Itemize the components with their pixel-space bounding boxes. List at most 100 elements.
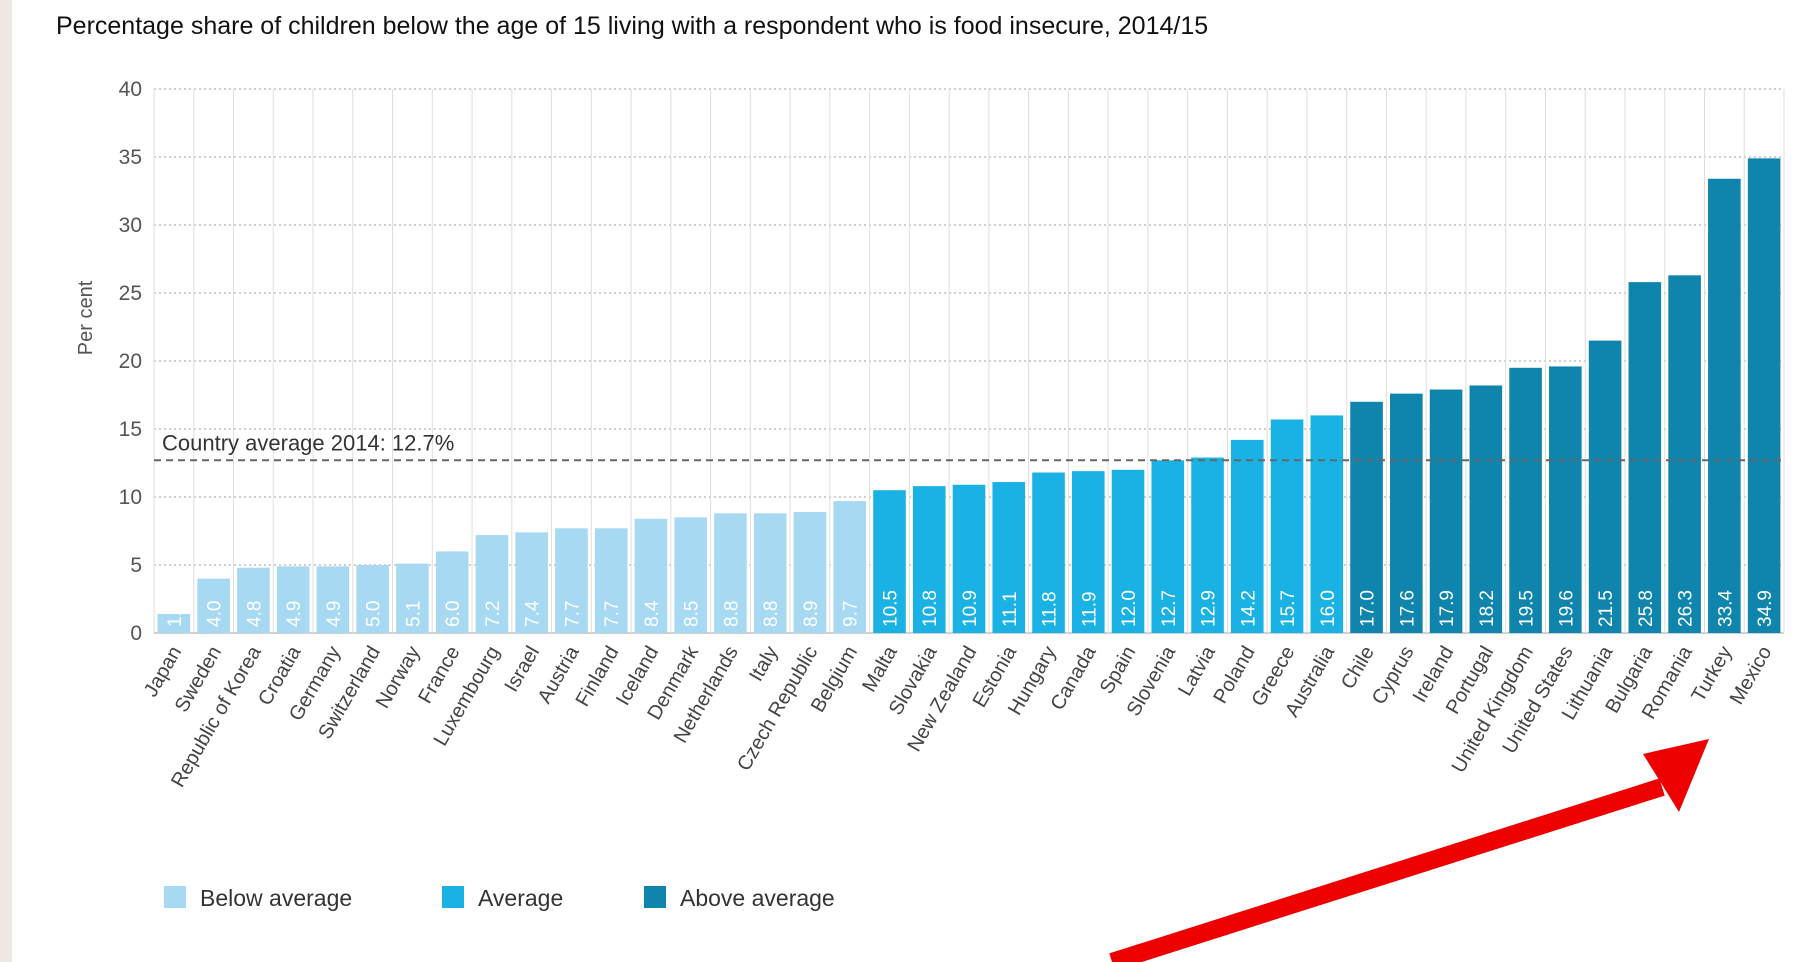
bar [952, 484, 986, 633]
bar-value-label: 12.0 [1119, 590, 1140, 627]
y-tick-label: 40 [119, 78, 142, 101]
arrow-shaft [1109, 778, 1665, 962]
bar [1270, 419, 1304, 633]
bar-value-label: 5.1 [403, 601, 424, 627]
bar [1310, 415, 1344, 633]
bar-value-label: 7.2 [483, 601, 504, 627]
bar [1111, 469, 1145, 633]
bar-value-label: 4.9 [284, 601, 305, 627]
bar-value-label: 8.5 [682, 601, 703, 627]
bar [197, 578, 230, 633]
legend-label-average: Average [478, 885, 563, 911]
bar-value-label: 10.5 [880, 590, 901, 627]
arrow-head [1643, 739, 1709, 812]
bar-value-label: 17.9 [1437, 590, 1458, 627]
bar [1668, 275, 1701, 633]
bar [1350, 401, 1383, 633]
bar-value-label: 19.6 [1556, 590, 1577, 627]
average-label: Country average 2014: 12.7% [162, 430, 454, 455]
bar-value-label: 14.2 [1238, 590, 1259, 627]
chart-panel: Percentage share of children below the a… [12, 0, 1808, 962]
bar-value-label: 7.4 [523, 600, 544, 627]
bar [793, 511, 827, 633]
x-category-label: Chile [1337, 643, 1379, 693]
bar-value-label: 7.7 [562, 601, 583, 627]
bar-value-label: 5.0 [364, 601, 385, 627]
bar-value-label: 33.4 [1715, 590, 1736, 627]
bar-chart: Percentage share of children below the a… [56, 12, 1785, 962]
legend-swatch-below [164, 886, 186, 908]
x-category-label: Czech Republic [733, 643, 822, 775]
bar-value-label: 8.8 [761, 601, 782, 627]
bar [1628, 282, 1662, 633]
bar-value-label: 4.0 [205, 601, 226, 627]
bar-value-label: 4.8 [244, 601, 265, 627]
bar-value-label: 11.1 [1000, 591, 1021, 627]
legend-label-below: Below average [200, 885, 352, 911]
bar-value-label: 7.7 [602, 601, 623, 627]
bar [356, 565, 389, 633]
bar-value-label: 10.9 [960, 590, 981, 627]
bars [157, 158, 1781, 634]
bar-value-label: 34.9 [1755, 590, 1776, 627]
bar [1191, 457, 1224, 633]
bar [833, 501, 867, 633]
bar [1032, 472, 1065, 633]
y-tick-label: 0 [130, 622, 142, 645]
bar-value-label: 8.4 [642, 600, 663, 627]
bar-value-label: 15.7 [1278, 590, 1299, 627]
y-tick-label: 30 [119, 214, 142, 237]
bar [1151, 460, 1185, 633]
bar-value-label: 8.9 [801, 601, 822, 627]
bar-value-label: 16.0 [1318, 590, 1339, 627]
bar [157, 613, 191, 633]
bar [714, 513, 747, 633]
bar-value-label: 17.0 [1358, 590, 1379, 627]
y-tick-label: 10 [119, 486, 142, 509]
bar [1429, 389, 1463, 633]
bar [515, 532, 548, 633]
bar [435, 551, 469, 633]
bar [634, 518, 668, 633]
value-labels: 1.4 4.0 4.8 4.9 4.9 5.0 5.1 6.0 7.2 7.4 7.7 7.7 8.4 8… [165, 590, 1776, 627]
bar [992, 482, 1026, 633]
y-tick-label: 20 [119, 350, 142, 373]
legend-swatch-above [644, 886, 666, 908]
bar [1390, 393, 1423, 633]
bar-value-label: 12.7 [1159, 590, 1180, 627]
bar [1588, 340, 1622, 633]
legend-label-above: Above average [680, 885, 835, 911]
bar-value-label: 12.9 [1199, 590, 1220, 627]
bar [674, 517, 708, 633]
bar [237, 567, 270, 633]
bar-value-label: 19.5 [1517, 590, 1538, 627]
bar [1708, 178, 1741, 633]
bar [594, 528, 628, 633]
y-tick-label: 15 [119, 418, 142, 441]
bar-value-label: 10.8 [920, 590, 941, 627]
bar [276, 566, 310, 633]
gridlines [153, 88, 1785, 634]
bar-value-label: 26.3 [1676, 590, 1697, 627]
bar [1071, 471, 1105, 633]
chart-title: Percentage share of children below the a… [56, 12, 1208, 40]
bar-value-label: 11.9 [1079, 591, 1100, 627]
bar [873, 490, 906, 633]
legend: Below average Average Above average [164, 885, 835, 911]
bar [1747, 158, 1781, 634]
bar-value-label: 21.5 [1596, 590, 1617, 627]
y-tick-label: 35 [119, 146, 142, 169]
y-axis-label: Per cent [75, 280, 97, 355]
legend-swatch-average [442, 886, 464, 908]
y-tick-label: 25 [119, 282, 142, 305]
bar [555, 528, 588, 633]
red-arrow-annotation [1109, 739, 1709, 962]
bar-value-label: 8.8 [721, 601, 742, 627]
y-axis: 0 5 10 15 20 25 30 35 40 [119, 78, 142, 645]
bar-value-label: 9.7 [841, 601, 862, 627]
bar-value-label: 17.6 [1397, 590, 1418, 627]
bar-value-label: 4.9 [324, 601, 345, 627]
bar [475, 535, 509, 633]
y-tick-label: 5 [130, 554, 142, 577]
